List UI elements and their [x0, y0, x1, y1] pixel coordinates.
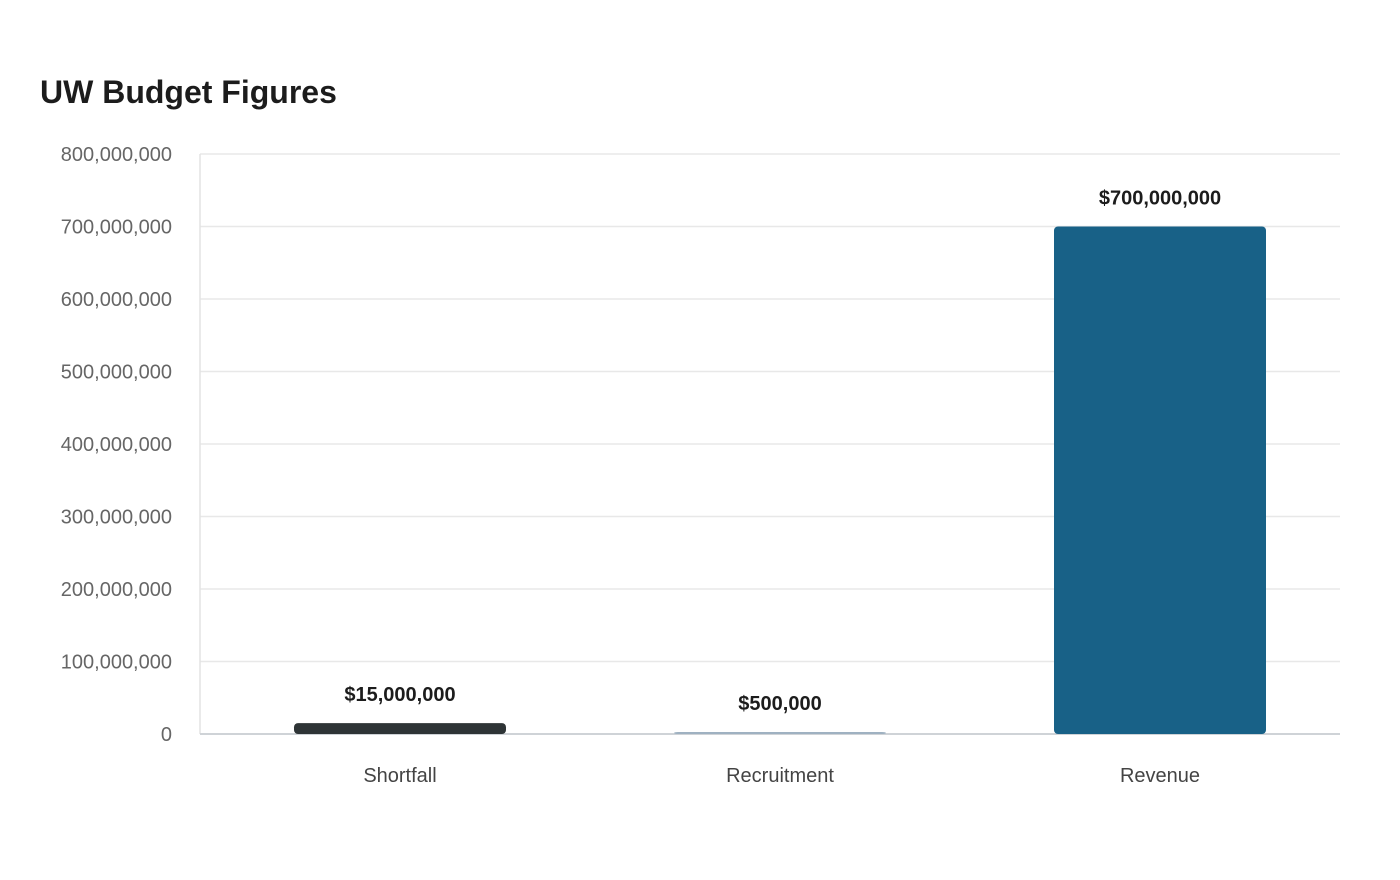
bar-shortfall[interactable] — [294, 723, 506, 734]
bar-recruitment[interactable] — [674, 732, 886, 734]
x-axis-category-labels: Shortfall Recruitment Revenue — [363, 765, 1200, 787]
category-label-shortfall: Shortfall — [363, 765, 436, 787]
bar-revenue[interactable] — [1054, 226, 1266, 735]
y-tick-label: 800,000,000 — [61, 144, 172, 166]
data-label-revenue: $700,000,000 — [1099, 188, 1221, 210]
y-tick-label: 0 — [161, 724, 172, 746]
category-label-revenue: Revenue — [1120, 765, 1200, 787]
y-axis-tick-labels: 0 100,000,000 200,000,000 300,000,000 400,00… — [61, 144, 172, 746]
y-tick-label: 400,000,000 — [61, 434, 172, 456]
y-tick-label: 600,000,000 — [61, 289, 172, 311]
y-tick-label: 200,000,000 — [61, 579, 172, 601]
y-tick-label: 100,000,000 — [61, 652, 172, 674]
category-label-recruitment: Recruitment — [726, 765, 834, 787]
bars — [294, 226, 1266, 735]
data-label-recruitment: $500,000 — [738, 693, 821, 715]
data-label-shortfall: $15,000,000 — [344, 684, 455, 706]
data-labels: $15,000,000 $500,000 $700,000,000 — [344, 188, 1221, 716]
y-tick-label: 700,000,000 — [61, 217, 172, 239]
y-tick-label: 500,000,000 — [61, 362, 172, 384]
y-tick-label: 300,000,000 — [61, 507, 172, 529]
chart-title: UW Budget Figures — [40, 74, 337, 110]
